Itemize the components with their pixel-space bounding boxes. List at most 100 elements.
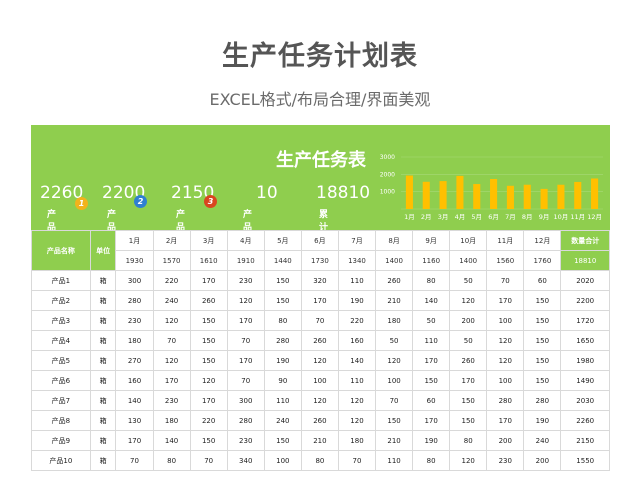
quantity-cell[interactable]: 100 — [486, 370, 525, 391]
quantity-cell[interactable]: 320 — [300, 270, 339, 291]
quantity-cell[interactable]: 140 — [115, 390, 154, 411]
quantity-cell[interactable]: 100 — [300, 370, 339, 391]
row-total-cell[interactable]: 2200 — [560, 290, 610, 311]
quantity-cell[interactable]: 230 — [226, 430, 265, 451]
header-month[interactable]: 11月 — [486, 230, 525, 251]
header-month[interactable]: 12月 — [523, 230, 562, 251]
row-total-cell[interactable]: 1490 — [560, 370, 610, 391]
header-unit[interactable]: 单位 — [89, 230, 117, 271]
quantity-cell[interactable]: 70 — [300, 310, 339, 331]
quantity-cell[interactable]: 190 — [263, 350, 302, 371]
unit-cell[interactable]: 箱 — [89, 330, 117, 351]
quantity-cell[interactable]: 230 — [226, 270, 265, 291]
quantity-cell[interactable]: 260 — [300, 330, 339, 351]
quantity-cell[interactable]: 220 — [189, 410, 228, 431]
quantity-cell[interactable]: 210 — [375, 290, 414, 311]
quantity-cell[interactable]: 170 — [449, 370, 488, 391]
quantity-cell[interactable]: 80 — [412, 270, 451, 291]
unit-cell[interactable]: 箱 — [89, 390, 117, 411]
quantity-cell[interactable]: 170 — [486, 290, 525, 311]
quantity-cell[interactable]: 180 — [115, 330, 154, 351]
header-month[interactable]: 2月 — [152, 230, 191, 251]
month-total-cell[interactable]: 1400 — [449, 250, 488, 271]
quantity-cell[interactable]: 150 — [189, 430, 228, 451]
product-name-cell[interactable]: 产品8 — [31, 410, 91, 431]
quantity-cell[interactable]: 100 — [263, 450, 302, 471]
quantity-cell[interactable]: 170 — [226, 310, 265, 331]
quantity-cell[interactable]: 50 — [449, 270, 488, 291]
quantity-cell[interactable]: 80 — [263, 310, 302, 331]
quantity-cell[interactable]: 150 — [263, 430, 302, 451]
quantity-cell[interactable]: 80 — [449, 430, 488, 451]
quantity-cell[interactable]: 260 — [375, 270, 414, 291]
quantity-cell[interactable]: 200 — [486, 430, 525, 451]
row-total-cell[interactable]: 2030 — [560, 390, 610, 411]
product-name-cell[interactable]: 产品10 — [31, 450, 91, 471]
product-name-cell[interactable]: 产品9 — [31, 430, 91, 451]
quantity-cell[interactable]: 120 — [300, 350, 339, 371]
quantity-cell[interactable]: 170 — [412, 350, 451, 371]
quantity-cell[interactable]: 120 — [152, 350, 191, 371]
quantity-cell[interactable]: 120 — [486, 350, 525, 371]
quantity-cell[interactable]: 280 — [263, 330, 302, 351]
quantity-cell[interactable]: 130 — [115, 410, 154, 431]
month-total-cell[interactable]: 1610 — [189, 250, 228, 271]
quantity-cell[interactable]: 80 — [152, 450, 191, 471]
quantity-cell[interactable]: 70 — [375, 390, 414, 411]
quantity-cell[interactable]: 200 — [449, 310, 488, 331]
quantity-cell[interactable]: 210 — [300, 430, 339, 451]
quantity-cell[interactable]: 150 — [523, 350, 562, 371]
quantity-cell[interactable]: 70 — [189, 450, 228, 471]
quantity-cell[interactable]: 260 — [449, 350, 488, 371]
quantity-cell[interactable]: 260 — [189, 290, 228, 311]
quantity-cell[interactable]: 50 — [412, 310, 451, 331]
quantity-cell[interactable]: 140 — [412, 290, 451, 311]
product-name-cell[interactable]: 产品1 — [31, 270, 91, 291]
unit-cell[interactable]: 箱 — [89, 270, 117, 291]
quantity-cell[interactable]: 100 — [375, 370, 414, 391]
quantity-cell[interactable]: 120 — [449, 290, 488, 311]
quantity-cell[interactable]: 150 — [449, 410, 488, 431]
quantity-cell[interactable]: 150 — [263, 270, 302, 291]
month-total-cell[interactable]: 1400 — [375, 250, 414, 271]
quantity-cell[interactable]: 150 — [523, 330, 562, 351]
quantity-cell[interactable]: 110 — [263, 390, 302, 411]
row-total-cell[interactable]: 2020 — [560, 270, 610, 291]
quantity-cell[interactable]: 150 — [449, 390, 488, 411]
quantity-cell[interactable]: 180 — [375, 310, 414, 331]
quantity-cell[interactable]: 280 — [523, 390, 562, 411]
quantity-cell[interactable]: 170 — [300, 290, 339, 311]
quantity-cell[interactable]: 180 — [152, 410, 191, 431]
unit-cell[interactable]: 箱 — [89, 450, 117, 471]
quantity-cell[interactable]: 110 — [412, 330, 451, 351]
month-total-cell[interactable]: 1560 — [486, 250, 525, 271]
quantity-cell[interactable]: 150 — [375, 410, 414, 431]
quantity-cell[interactable]: 270 — [115, 350, 154, 371]
quantity-cell[interactable]: 190 — [523, 410, 562, 431]
header-month[interactable]: 3月 — [189, 230, 228, 251]
quantity-cell[interactable]: 240 — [263, 410, 302, 431]
row-total-cell[interactable]: 2150 — [560, 430, 610, 451]
quantity-cell[interactable]: 170 — [115, 430, 154, 451]
product-name-cell[interactable]: 产品7 — [31, 390, 91, 411]
quantity-cell[interactable]: 240 — [523, 430, 562, 451]
quantity-cell[interactable]: 230 — [152, 390, 191, 411]
quantity-cell[interactable]: 120 — [189, 370, 228, 391]
header-month[interactable]: 9月 — [412, 230, 451, 251]
quantity-cell[interactable]: 120 — [300, 390, 339, 411]
quantity-cell[interactable]: 70 — [486, 270, 525, 291]
quantity-cell[interactable]: 240 — [152, 290, 191, 311]
product-name-cell[interactable]: 产品6 — [31, 370, 91, 391]
row-total-cell[interactable]: 1980 — [560, 350, 610, 371]
quantity-cell[interactable]: 60 — [412, 390, 451, 411]
quantity-cell[interactable]: 50 — [449, 330, 488, 351]
quantity-cell[interactable]: 150 — [189, 330, 228, 351]
header-month[interactable]: 7月 — [337, 230, 377, 251]
month-total-cell[interactable]: 1910 — [226, 250, 265, 271]
quantity-cell[interactable]: 160 — [337, 330, 377, 351]
grand-total-cell[interactable]: 18810 — [560, 250, 610, 271]
product-name-cell[interactable]: 产品3 — [31, 310, 91, 331]
quantity-cell[interactable]: 100 — [486, 310, 525, 331]
row-total-cell[interactable]: 1550 — [560, 450, 610, 471]
unit-cell[interactable]: 箱 — [89, 410, 117, 431]
